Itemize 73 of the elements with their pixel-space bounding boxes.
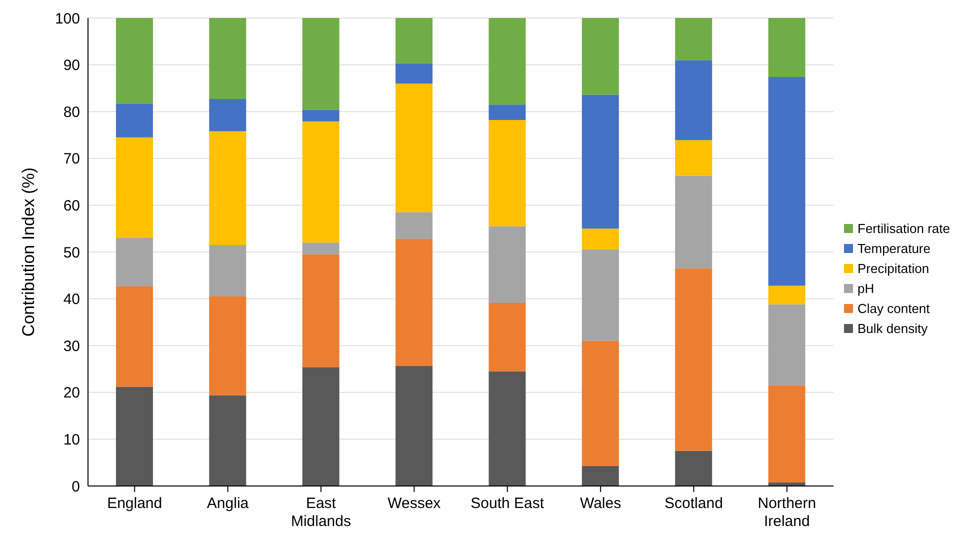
legend-label: Clay content	[858, 300, 930, 316]
bar	[768, 76, 806, 286]
bar	[675, 176, 712, 268]
bar	[209, 18, 246, 99]
bar	[396, 366, 433, 486]
bar	[768, 304, 806, 386]
bar	[768, 385, 806, 482]
x-tick-label: South East	[470, 495, 545, 512]
bar	[116, 238, 153, 286]
bar	[209, 395, 246, 486]
bar	[396, 84, 433, 212]
bar	[116, 386, 153, 486]
bar	[302, 254, 340, 368]
legend-label: Bulk density	[858, 320, 928, 336]
y-tick-label: 40	[63, 291, 80, 308]
bar	[302, 367, 340, 486]
bar	[209, 131, 246, 245]
bar	[582, 228, 619, 250]
bar	[488, 226, 526, 304]
legend-label: Precipitation	[858, 260, 930, 276]
bar	[488, 371, 526, 486]
bar	[302, 121, 340, 243]
bar	[116, 18, 153, 104]
bar	[488, 303, 526, 372]
bar	[768, 286, 806, 304]
x-tick-label: Scotland	[664, 495, 723, 512]
bar	[209, 98, 246, 132]
y-tick-label: 100	[54, 10, 80, 28]
bar	[675, 140, 712, 176]
bar	[116, 286, 153, 387]
y-tick-label: 70	[63, 150, 80, 168]
legend-label: Fertilisation rate	[858, 220, 950, 236]
y-tick-label: 80	[63, 104, 80, 121]
bar	[396, 212, 433, 239]
bar	[302, 110, 340, 122]
legend-label: Temperature	[858, 240, 930, 256]
bar	[488, 18, 526, 105]
bar	[488, 120, 526, 226]
x-tick-label: Wessex	[388, 495, 442, 512]
bar	[582, 249, 619, 341]
bar	[582, 94, 619, 229]
y-tick-label: 60	[63, 198, 80, 215]
bar	[396, 63, 433, 84]
x-tick-label: East Midlands	[290, 495, 351, 530]
bar	[768, 18, 806, 77]
bar	[488, 104, 526, 120]
bar	[302, 18, 340, 110]
y-tick-label: 50	[63, 244, 80, 262]
bar	[582, 18, 619, 95]
bar	[116, 104, 153, 138]
bar	[582, 340, 619, 466]
y-axis-title: Contribution Index (%)	[19, 167, 38, 337]
bar	[302, 242, 340, 254]
y-tick-label: 10	[63, 432, 80, 449]
bar	[209, 296, 246, 396]
bar	[675, 450, 712, 486]
x-tick-label: Wales	[580, 495, 622, 512]
y-tick-label: 0	[72, 478, 80, 496]
bar	[675, 18, 712, 60]
y-tick-label: 30	[63, 338, 80, 355]
bar	[675, 268, 712, 451]
x-tick-label: Northern Ireland	[758, 495, 816, 530]
y-tick-label: 90	[63, 57, 80, 74]
x-tick-label: Anglia	[206, 495, 250, 512]
bar	[396, 238, 433, 366]
bar	[582, 466, 619, 486]
bar	[209, 244, 246, 296]
legend-label: pH	[858, 280, 874, 296]
bar	[116, 137, 153, 238]
bar	[396, 18, 433, 64]
bar	[675, 60, 712, 140]
x-tick-label: England	[107, 495, 162, 512]
y-tick-label: 20	[63, 384, 80, 402]
